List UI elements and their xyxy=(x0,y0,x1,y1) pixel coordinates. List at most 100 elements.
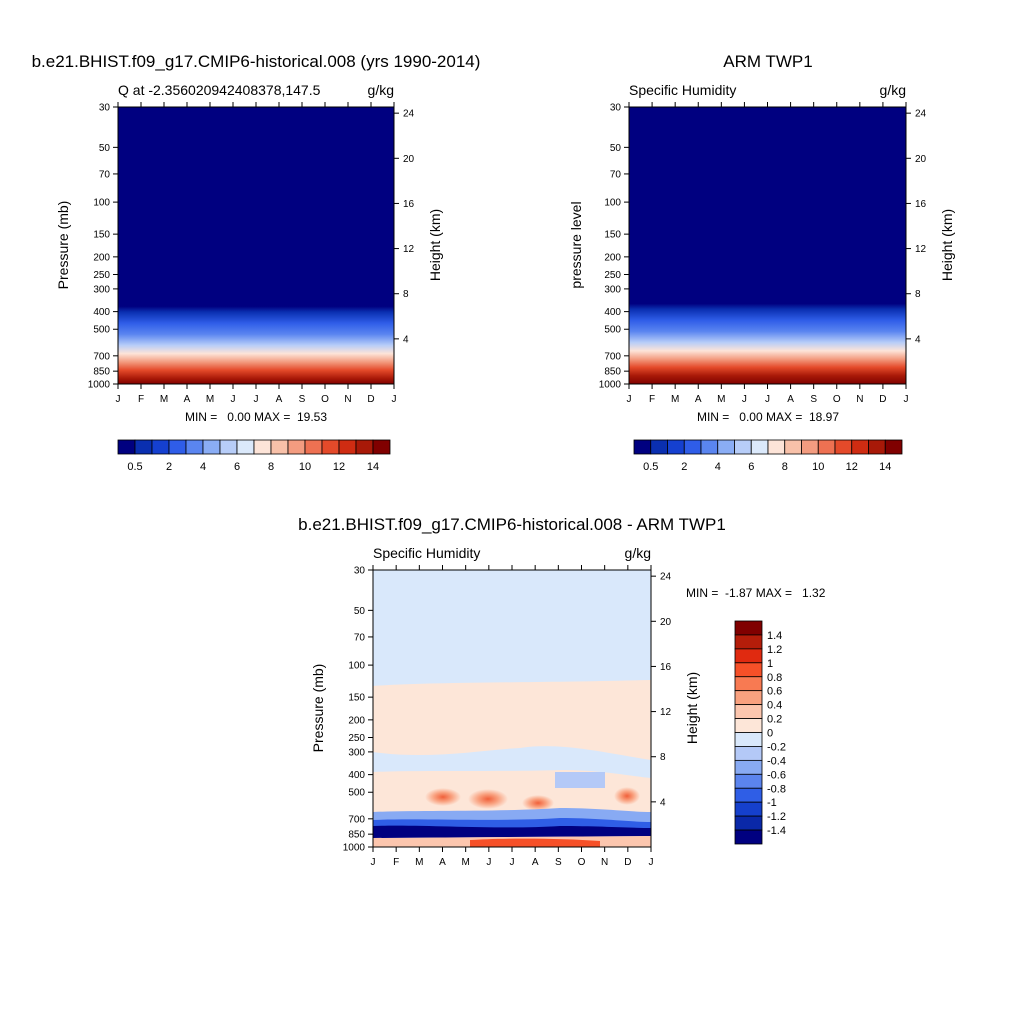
pressure-tick-label: 700 xyxy=(604,351,621,362)
month-tick-label: F xyxy=(393,857,399,868)
colorbar-label: -1.2 xyxy=(767,811,786,823)
colorbar-box xyxy=(667,439,685,455)
panel-obs: ARM TWP1 Specific Humidity g/kg 30 50 70 10… xyxy=(568,52,955,473)
month-tick-label: J xyxy=(627,394,632,405)
colorbar-box xyxy=(355,439,374,455)
colorbar-box xyxy=(734,648,763,664)
panel-diff-colorbar: 1.4 1.2 1 0.8 0.6 0.4 0.2 0-0.2 -0.4 -0.6 -0.8 -1 -1… xyxy=(734,620,786,845)
pressure-tick-label: 1000 xyxy=(599,380,622,391)
colorbar-box xyxy=(683,439,702,455)
colorbar-box xyxy=(734,787,763,803)
colorbar-box xyxy=(734,439,752,455)
colorbar-box xyxy=(734,746,763,761)
month-tick-label: O xyxy=(321,394,329,405)
month-tick-label: J xyxy=(765,394,770,405)
month-tick-label: M xyxy=(671,394,679,405)
height-tick-label: 16 xyxy=(403,199,415,210)
pressure-tick-label: 30 xyxy=(610,103,622,114)
colorbar-box xyxy=(750,439,769,455)
panel-model-right-subtitle: g/kg xyxy=(368,82,394,98)
colorbar-label: 0.8 xyxy=(767,672,782,684)
panel-model-colorbar: 0.5 2 4 6 8 10 12 14 xyxy=(117,439,391,473)
pressure-tick-label: 500 xyxy=(604,325,621,336)
pressure-tick-label: 300 xyxy=(93,284,110,295)
height-tick-label: 16 xyxy=(915,199,927,210)
month-tick-label: J xyxy=(742,394,747,405)
height-tick-label: 4 xyxy=(403,334,409,345)
colorbar-box xyxy=(734,815,763,831)
colorbar-box xyxy=(236,439,255,455)
colorbar-box xyxy=(734,662,763,678)
panel-model: b.e21.BHIST.f09_g17.CMIP6-historical.008… xyxy=(32,52,481,473)
month-tick-label: J xyxy=(510,857,515,868)
panel-obs-ylabel-right: Height (km) xyxy=(939,209,955,281)
colorbar-box xyxy=(734,732,763,747)
colorbar-label: 8 xyxy=(268,461,274,473)
height-tick-label: 20 xyxy=(660,617,672,628)
pressure-tick-label: 150 xyxy=(93,230,110,241)
pressure-tick-label: 200 xyxy=(604,252,621,263)
colorbar-label: 0.2 xyxy=(767,714,782,726)
colorbar-label: 2 xyxy=(166,461,172,473)
colorbar-box xyxy=(168,439,187,455)
colorbar-box xyxy=(219,439,238,455)
colorbar-label: 0.6 xyxy=(767,686,782,698)
pressure-tick-label: 1000 xyxy=(343,843,366,854)
colorbar-box xyxy=(270,439,289,455)
pressure-tick-label: 150 xyxy=(604,230,621,241)
pressure-tick-label: 500 xyxy=(93,325,110,336)
pressure-tick-label: 200 xyxy=(93,252,110,263)
height-tick-label: 12 xyxy=(403,244,415,255)
month-tick-label: D xyxy=(367,394,374,405)
month-tick-label: J xyxy=(904,394,909,405)
colorbar-label: 10 xyxy=(299,461,311,473)
colorbar-label: 0.4 xyxy=(767,700,782,712)
height-tick-label: 12 xyxy=(915,244,927,255)
panel-diff-ylabel: Pressure (mb) xyxy=(310,664,326,753)
colorbar-box xyxy=(784,439,802,455)
pressure-tick-label: 1000 xyxy=(88,380,111,391)
pressure-tick-label: 100 xyxy=(93,198,110,209)
colorbar-label: 0 xyxy=(767,728,773,740)
colorbar-label: 1 xyxy=(767,658,773,670)
month-tick-label: A xyxy=(532,857,539,868)
colorbar-box xyxy=(734,759,763,775)
pressure-tick-label: 700 xyxy=(348,814,365,825)
colorbar-box xyxy=(117,439,136,455)
month-tick-label: J xyxy=(116,394,121,405)
pressure-tick-label: 400 xyxy=(604,307,621,318)
month-tick-label: N xyxy=(601,857,608,868)
colorbar-label: 12 xyxy=(846,461,858,473)
month-tick-label: J xyxy=(649,857,654,868)
panel-obs-colorbar: 0.5 2 4 6 8 10 12 14 xyxy=(633,439,903,473)
height-tick-label: 24 xyxy=(915,109,927,120)
panel-obs-ylabel: pressure level xyxy=(568,201,584,288)
panel-diff-ticks: 30 50 70 100 150 200 250 300 400 500 700 850 1000 24 2… xyxy=(343,565,672,868)
panel-diff-field xyxy=(373,570,651,847)
month-tick-label: S xyxy=(555,857,562,868)
month-tick-label: F xyxy=(649,394,655,405)
colorbar-box xyxy=(287,439,306,455)
colorbar-box xyxy=(717,439,735,455)
panel-diff-stats: MIN = -1.87 MAX = 1.32 xyxy=(686,586,826,600)
month-tick-label: D xyxy=(879,394,886,405)
pressure-tick-label: 70 xyxy=(99,169,111,180)
colorbar-box xyxy=(633,439,652,455)
pressure-tick-label: 70 xyxy=(610,169,622,180)
colorbar-box xyxy=(321,439,340,455)
month-tick-label: M xyxy=(717,394,725,405)
colorbar-box xyxy=(734,829,763,845)
panel-model-title: b.e21.BHIST.f09_g17.CMIP6-historical.008… xyxy=(32,52,481,71)
height-tick-label: 12 xyxy=(660,707,672,718)
colorbar-box xyxy=(868,439,886,455)
colorbar-label: 14 xyxy=(367,461,379,473)
height-tick-label: 8 xyxy=(915,289,921,300)
colorbar-box xyxy=(734,801,763,817)
month-tick-label: N xyxy=(344,394,351,405)
month-tick-label: S xyxy=(299,394,306,405)
pressure-tick-label: 150 xyxy=(348,693,365,704)
colorbar-box xyxy=(650,439,668,455)
colorbar-label: 0.5 xyxy=(643,461,658,473)
colorbar-label: -1.4 xyxy=(767,825,786,837)
